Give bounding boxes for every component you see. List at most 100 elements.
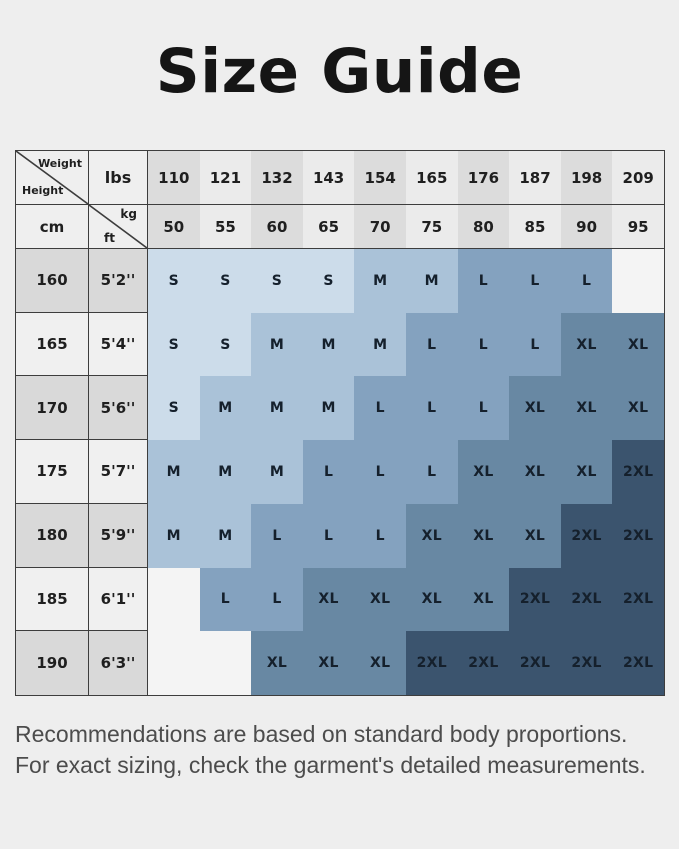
lbs-value: 154 (354, 151, 406, 205)
kg-value-label: 65 (318, 217, 340, 236)
size-cell-label: S (323, 272, 334, 289)
size-cell-empty (148, 631, 200, 695)
kg-value-label: 95 (627, 217, 649, 236)
size-cell-label: L (375, 527, 385, 544)
kg-value: 50 (148, 205, 200, 249)
size-cell-label: M (269, 336, 285, 353)
size-cell: L (302, 503, 355, 568)
size-cell: XL (457, 503, 510, 568)
size-cell: M (251, 376, 303, 441)
size-cell-label: M (166, 527, 181, 544)
kg-value: 60 (251, 205, 303, 249)
kg-value-label: 60 (266, 217, 288, 236)
size-cell-label: XL (473, 591, 494, 608)
size-cell-label: L (478, 400, 488, 417)
size-cell-label: S (168, 272, 179, 289)
size-cell-label: L (478, 272, 488, 289)
size-cell-label: S (168, 400, 179, 417)
lbs-value-label: 209 (622, 168, 654, 187)
size-cell-label: XL (576, 400, 597, 417)
kg-value: 75 (405, 205, 458, 249)
size-cell-label: XL (524, 400, 546, 417)
lbs-value: 176 (457, 151, 510, 205)
size-cell: M (199, 440, 252, 504)
size-cell-empty (199, 631, 252, 695)
size-cell-label: 2XL (571, 655, 602, 672)
size-cell: M (302, 376, 355, 441)
kg-value: 70 (354, 205, 406, 249)
height-ft-label: 5'7'' (100, 462, 136, 481)
height-ft: 5'4'' (89, 312, 148, 377)
lbs-value: 121 (199, 151, 252, 205)
size-cell-label: 2XL (623, 655, 654, 672)
size-cell: 2XL (612, 440, 664, 504)
size-cell: M (251, 312, 303, 377)
lbs-value-label: 165 (416, 168, 448, 187)
size-cell: M (354, 249, 406, 313)
size-cell-label: S (271, 272, 283, 289)
lbs-value-label: 198 (570, 168, 603, 187)
size-cell-label: L (375, 400, 385, 417)
size-cell-label: L (581, 272, 592, 289)
height-ft: 5'6'' (89, 376, 148, 441)
footer-note-line2: For exact sizing, check the garment's de… (15, 752, 646, 778)
size-cell-label: XL (318, 591, 339, 608)
size-cell: M (405, 249, 458, 313)
size-cell-label: M (218, 400, 233, 417)
corner-weight-height-cell: Weight Height (16, 151, 89, 205)
height-cm-label: 190 (36, 654, 68, 673)
footer-note: Recommendations are based on standard bo… (15, 719, 665, 781)
size-cell-label: L (530, 336, 540, 353)
height-cm-label: 175 (36, 462, 68, 481)
size-cell: L (509, 249, 561, 313)
size-cell-label: L (427, 400, 437, 417)
lbs-value-label: 187 (519, 168, 551, 187)
size-cell-label: 2XL (623, 527, 654, 544)
lbs-value: 187 (509, 151, 561, 205)
lbs-value: 143 (302, 151, 355, 205)
size-cell-label: 2XL (623, 463, 654, 480)
size-cell-label: L (272, 527, 282, 544)
size-cell-label: M (166, 463, 181, 480)
height-cm: 180 (16, 503, 89, 568)
height-ft-label: 5'6'' (100, 398, 136, 417)
size-cell: XL (302, 631, 355, 695)
size-cell-label: M (321, 336, 336, 353)
kg-value-label: 55 (214, 217, 236, 236)
size-cell-label: M (424, 272, 439, 289)
size-cell: S (199, 312, 252, 377)
size-cell: L (405, 376, 458, 441)
size-cell: L (251, 503, 303, 568)
size-cell-label: XL (576, 463, 597, 480)
kg-value-label: 90 (576, 217, 598, 236)
size-cell: L (509, 312, 561, 377)
size-cell: M (302, 312, 355, 377)
size-cell: L (457, 376, 510, 441)
kg-value-label: 85 (524, 217, 546, 236)
height-ft-label: 5'9'' (100, 526, 136, 545)
size-cell: 2XL (405, 631, 458, 695)
size-cell-label: XL (524, 463, 546, 480)
size-cell-label: S (220, 272, 231, 289)
size-cell: L (405, 312, 458, 377)
size-cell: L (560, 249, 613, 313)
size-cell: XL (509, 440, 561, 504)
cm-unit-cell: cm (16, 205, 89, 249)
lbs-value-label: 110 (158, 168, 190, 187)
size-cell: XL (354, 567, 406, 632)
size-cell-label: M (373, 272, 388, 289)
lbs-value-label: 176 (467, 168, 500, 187)
size-cell-label: XL (628, 336, 649, 353)
size-cell-label: L (272, 591, 282, 608)
kg-value-label: 50 (163, 217, 185, 236)
ft-unit-label: ft (104, 231, 115, 245)
size-cell: L (457, 312, 510, 377)
size-cell-label: 2XL (623, 591, 654, 608)
kg-value-label: 80 (472, 217, 494, 236)
height-ft-label: 5'4'' (100, 335, 136, 354)
lbs-unit-cell: lbs (89, 151, 148, 205)
size-cell-label: L (323, 463, 334, 480)
size-cell: M (148, 503, 200, 568)
size-cell: XL (251, 631, 303, 695)
